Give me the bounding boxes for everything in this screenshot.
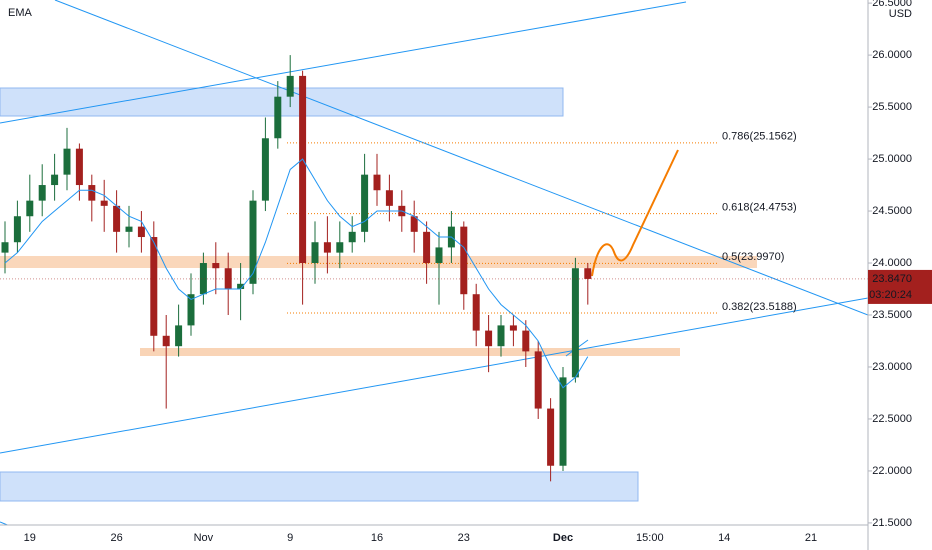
candle-body [261, 138, 269, 201]
plot: 0.786(25.1562) 0.618(24.4753) 0.5(23.9970)… [0, 55, 868, 482]
candle-body [522, 330, 530, 352]
candle-body [212, 263, 220, 269]
candle-body [373, 174, 381, 191]
currency: USD [889, 8, 912, 20]
candle-body [75, 148, 83, 186]
y-tick-label: 25.0000 [872, 153, 912, 165]
price-label: 23.8470 [872, 273, 912, 285]
fib-label: 0.786(25.1562) [722, 131, 797, 143]
candle-body [361, 174, 369, 232]
candle-body [509, 325, 517, 331]
candle-body [63, 148, 71, 175]
candle-body [237, 283, 245, 290]
indicator-label: EMA [8, 7, 33, 19]
candle-body [1, 242, 9, 253]
candle-body [299, 75, 307, 264]
x-tick-label: 26 [110, 532, 122, 544]
candle-body [249, 200, 257, 284]
candle-body [125, 226, 133, 232]
candle-body [485, 330, 493, 347]
candle-body [100, 200, 108, 206]
candle-body [137, 226, 145, 238]
trend-line [0, 521, 9, 525]
candle-body [348, 231, 356, 243]
x-tick-label: 19 [24, 532, 36, 544]
candle-body [410, 216, 418, 232]
candle-body [274, 96, 282, 139]
x-tick-label: Nov [194, 532, 214, 544]
x-tick-label: 14 [718, 532, 730, 544]
candle-body [435, 247, 443, 264]
ema-line [4, 158, 589, 389]
drawings [0, 0, 868, 525]
candle-body [547, 408, 555, 466]
candle-body [162, 335, 170, 347]
candle-body [286, 75, 294, 97]
trend-line [54, 0, 868, 316]
zone [0, 87, 564, 117]
candle-body [150, 237, 158, 336]
trend-line [0, 297, 868, 454]
x-tick-label: 16 [371, 532, 383, 544]
x-tick-label: 21 [805, 532, 817, 544]
countdown: 03:20:24 [869, 289, 912, 301]
candle-body [460, 226, 468, 295]
x-tick-label: 9 [287, 532, 293, 544]
candle-body [175, 325, 183, 347]
trend-line [0, 1, 687, 124]
fib-label: 0.382(23.5188) [722, 301, 797, 313]
candle-body [385, 190, 393, 206]
y-tick-label: 25.5000 [872, 101, 912, 113]
candle-body [497, 325, 505, 347]
y-tick-label: 26.0000 [872, 49, 912, 61]
candle-body [571, 268, 579, 378]
y-tick-label: 21.5000 [872, 517, 912, 529]
y-tick-label: 24.0000 [872, 257, 912, 269]
y-tick-label: 22.5000 [872, 413, 912, 425]
candle-body [187, 294, 195, 326]
x-tick-label: Dec [553, 532, 573, 544]
candle-body [13, 216, 21, 243]
candle-body [336, 242, 344, 253]
candle-body [311, 242, 319, 264]
candle-body [534, 351, 542, 409]
fib-label: 0.618(24.4753) [722, 202, 797, 214]
x-tick-label: 23 [458, 532, 470, 544]
price-tag [868, 269, 932, 304]
candle-body [88, 185, 96, 201]
candle-body [113, 205, 121, 232]
candle-body [423, 231, 431, 264]
y-tick-label: 26.5000 [872, 0, 912, 9]
candle-body [38, 185, 46, 201]
candle-body [199, 263, 207, 295]
projection [591, 149, 679, 277]
y-tick-label: 22.0000 [872, 465, 912, 477]
y-tick-label: 24.5000 [872, 205, 912, 217]
zone [140, 348, 680, 356]
candle-body [26, 200, 34, 217]
candle-body [323, 242, 331, 253]
x-tick-label: 15:00 [636, 532, 664, 544]
y-tick-label: 23.5000 [872, 309, 912, 321]
candle-body [559, 377, 567, 466]
y-tick-label: 23.0000 [872, 361, 912, 373]
candle-body [584, 268, 592, 279]
candle-body [472, 294, 480, 331]
zone [0, 256, 757, 268]
candle-body [51, 174, 59, 186]
zone [0, 471, 639, 502]
fib-label: 0.5(23.9970) [722, 251, 784, 263]
